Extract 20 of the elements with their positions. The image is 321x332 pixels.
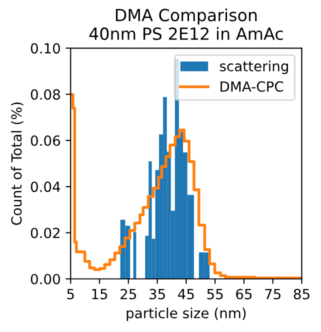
x-tick-label: 35 bbox=[150, 288, 165, 300]
x-tick-label: 15 bbox=[92, 289, 108, 300]
legend-label: scattering bbox=[220, 60, 288, 74]
x-tick-label: 75 bbox=[265, 289, 280, 300]
chart-title: DMA Comparison 40nm PS 2E12 in AmAc bbox=[89, 8, 283, 40]
legend-label: DMA-CPC bbox=[220, 81, 284, 92]
y-tick-label: 0.06 bbox=[30, 135, 60, 146]
x-tick-label: 25 bbox=[120, 288, 136, 300]
x-tick-label: 55 bbox=[207, 289, 223, 300]
y-axis-title: Count of Total (%) bbox=[10, 102, 24, 225]
y-tick-label: 0.08 bbox=[30, 89, 60, 100]
y-tick-label: 0.02 bbox=[30, 228, 60, 238]
x-tick-label: 85 bbox=[294, 288, 310, 300]
x-axis-title: particle size (nm) bbox=[126, 308, 246, 322]
x-tick-label: 5 bbox=[67, 289, 74, 300]
y-tick-label: 0.04 bbox=[30, 182, 60, 192]
x-tick-label: 45 bbox=[178, 289, 194, 300]
x-tick-label: 65 bbox=[236, 288, 252, 300]
y-tick-label: 0.10 bbox=[30, 43, 60, 54]
y-tick-label: 0.00 bbox=[30, 274, 60, 284]
